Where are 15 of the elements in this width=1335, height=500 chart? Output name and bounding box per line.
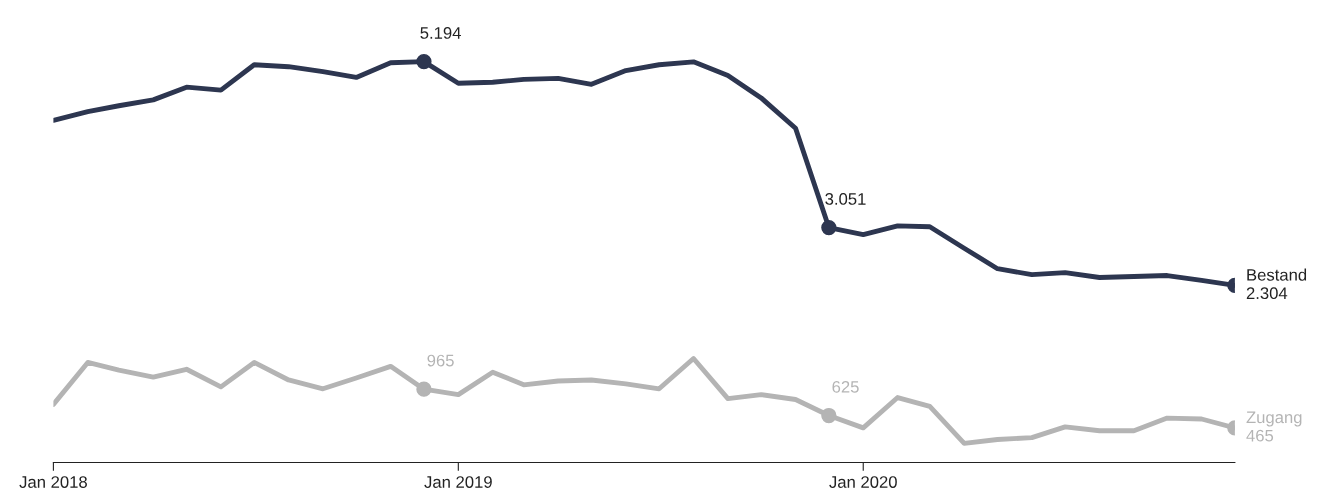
series-label: Bestand (1247, 268, 1307, 281)
x-tick-label: Jan 2019 (424, 476, 492, 488)
data-label: 465 (1246, 429, 1274, 442)
data-label: 2.304 (1246, 287, 1288, 300)
data-label: 625 (832, 380, 859, 393)
point (821, 219, 837, 236)
data-label: 965 (427, 354, 454, 367)
data-label: 5.194 (420, 27, 461, 39)
data-label: 3.051 (825, 193, 866, 205)
point (821, 407, 837, 424)
point (416, 53, 432, 70)
x-tick-label: Jan 2020 (829, 476, 897, 488)
series-label: Zugang (1246, 411, 1302, 427)
point (416, 381, 432, 397)
x-tick-label: Jan 2018 (19, 476, 87, 488)
